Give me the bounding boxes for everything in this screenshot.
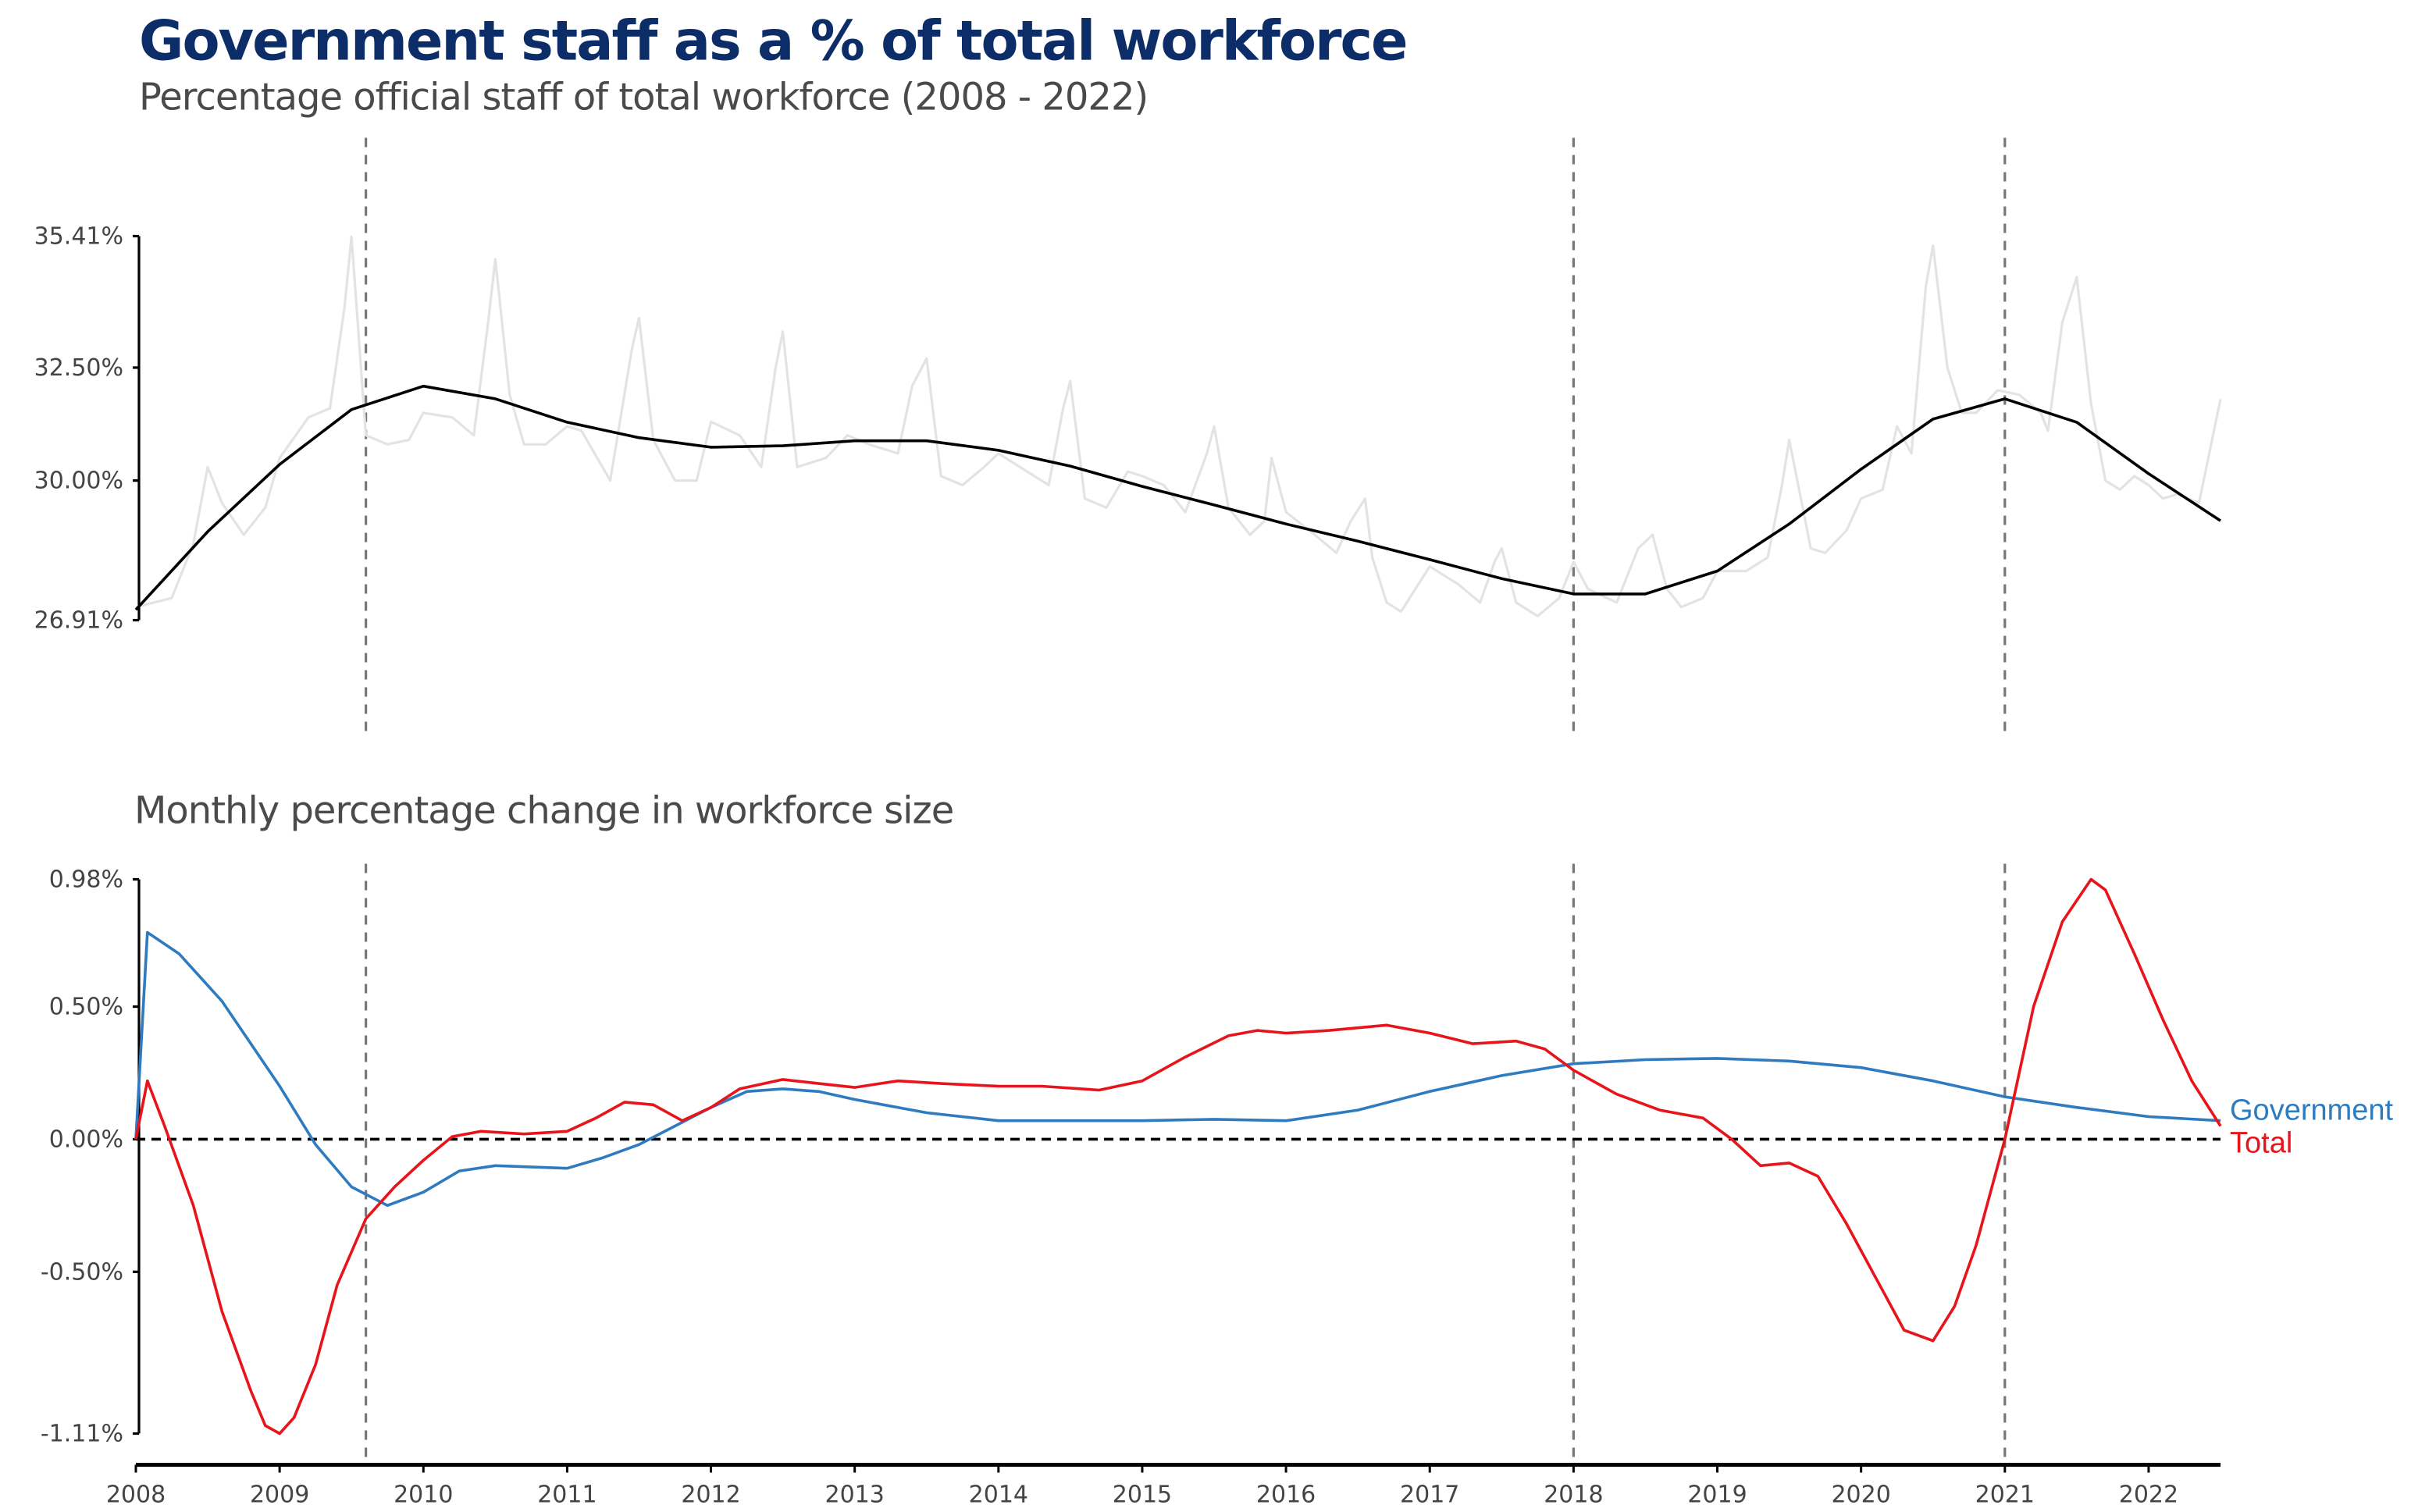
x-tick-label: 2008 (106, 1482, 166, 1509)
y-tick-label: 26.91% (34, 607, 123, 635)
y-tick-label: 0.00% (49, 1126, 123, 1153)
top-panel: 26.91% 30.00% 32.50% 35.41% (34, 137, 2222, 735)
y-tick-label: -0.50% (41, 1258, 123, 1286)
x-tick-label: 2012 (681, 1482, 740, 1509)
y-tick-label: 0.50% (49, 994, 123, 1021)
x-tick-label: 2022 (2119, 1482, 2178, 1509)
chart-title: Government staff as a % of total workfor… (139, 9, 1407, 73)
x-tick-label: 2011 (537, 1482, 597, 1509)
series-end-label: Government (2230, 1094, 2394, 1127)
x-tick-label: 2018 (1544, 1482, 1603, 1509)
bottom-panel-title: Monthly percentage change in workforce s… (134, 789, 953, 833)
y-tick-label: 35.41% (34, 223, 123, 251)
x-tick-label: 2013 (825, 1482, 885, 1509)
x-tick-label: 2010 (394, 1482, 453, 1509)
x-tick-label: 2017 (1400, 1482, 1459, 1509)
y-tick-label: 32.50% (34, 354, 123, 382)
bottom-panel: -1.11% -0.50% 0.00% 0.50% 0.98% GovernmentTot… (41, 863, 2394, 1509)
chart-subtitle: Percentage official staff of total workf… (139, 76, 1148, 119)
series-line-government (134, 930, 2221, 1208)
x-tick-label: 2009 (250, 1482, 309, 1509)
series-line-monthly-share-raw- (135, 235, 2222, 617)
x-tick-label: 2016 (1256, 1482, 1316, 1509)
x-tick-label: 2015 (1113, 1482, 1172, 1509)
x-tick-label: 2021 (1975, 1482, 2035, 1509)
y-tick-label: -1.11% (41, 1421, 123, 1448)
series-line-total (134, 877, 2222, 1436)
series-end-label: Total (2230, 1127, 2292, 1160)
y-tick-label: 30.00% (34, 468, 123, 495)
series-line-smoothed-trend (134, 384, 2221, 611)
y-tick-label: 0.98% (49, 866, 123, 894)
x-tick-label: 2014 (969, 1482, 1028, 1509)
x-tick-label: 2020 (1831, 1482, 1890, 1509)
x-tick-label: 2019 (1687, 1482, 1747, 1509)
